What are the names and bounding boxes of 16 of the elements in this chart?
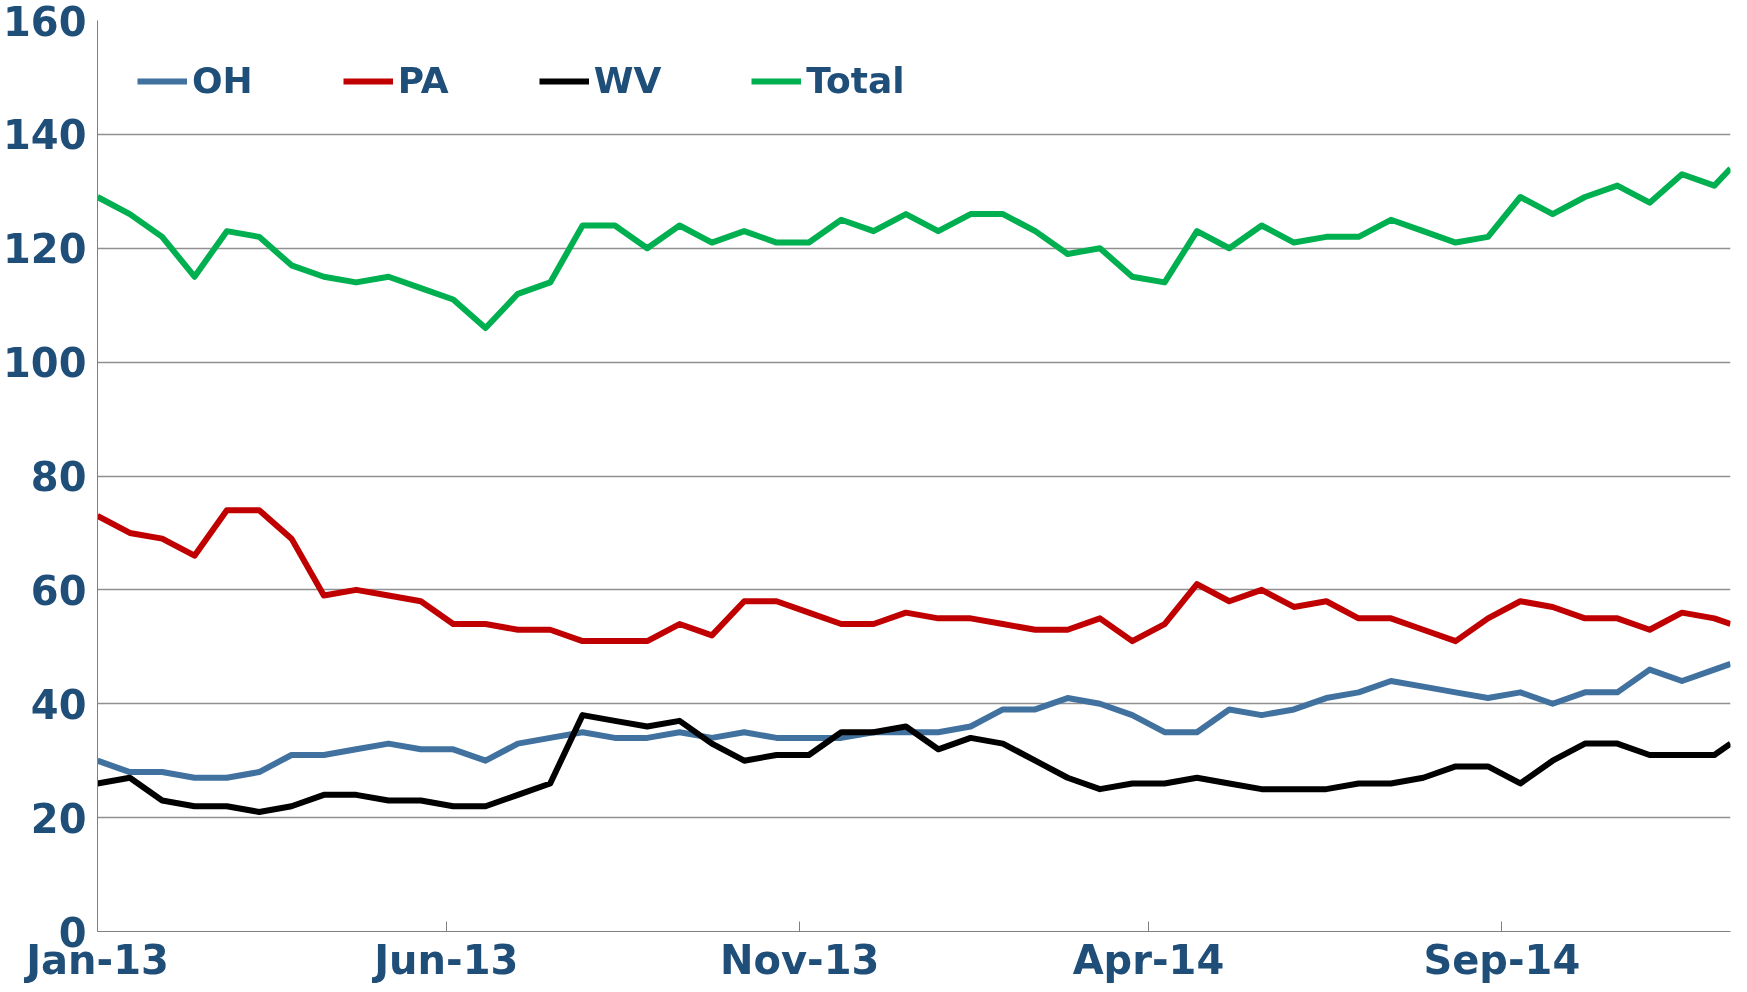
- legend-label: PA: [397, 60, 449, 101]
- legend-label: Total: [806, 60, 905, 101]
- x-tick-label: Sep-14: [1423, 936, 1581, 983]
- y-tick-label: 120: [3, 226, 87, 273]
- legend-label: OH: [192, 60, 253, 101]
- x-tick-label: Nov-13: [720, 936, 880, 983]
- y-tick-label: 60: [30, 567, 87, 614]
- y-tick-label: 40: [30, 681, 87, 728]
- y-tick-label: 140: [3, 112, 87, 159]
- y-tick-label: 80: [30, 454, 87, 500]
- legend-label: WV: [593, 60, 662, 101]
- y-tick-label: 100: [3, 340, 87, 387]
- y-tick-label: 20: [30, 795, 87, 842]
- x-tick-label: Apr-14: [1072, 936, 1225, 983]
- y-tick-label: 160: [3, 0, 87, 45]
- x-tick-label: Jun-13: [371, 936, 519, 983]
